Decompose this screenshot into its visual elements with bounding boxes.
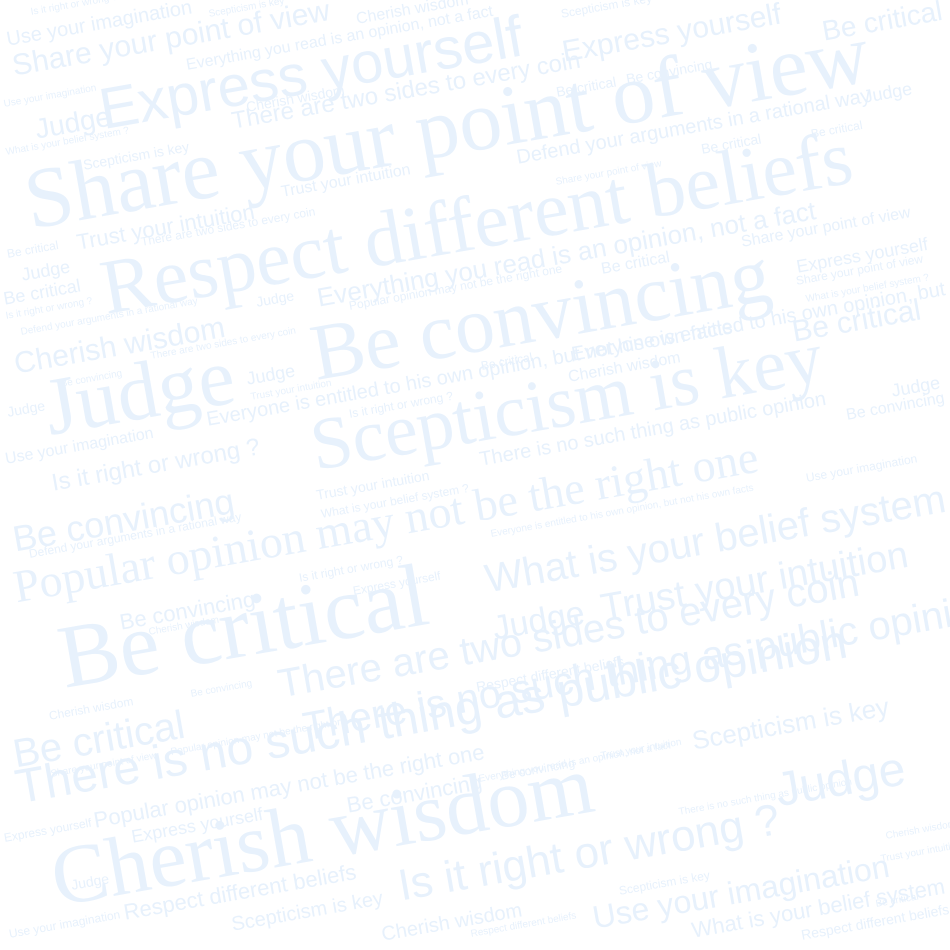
word-trust-intuition-small-5: Trust your intuition — [879, 839, 950, 865]
word-scepticism-small-3: Scepticism is key — [559, 0, 653, 21]
word-scepticism-is-key-medium: Scepticism is key — [689, 691, 892, 756]
word-use-imagination-small-3: Use your imagination — [804, 451, 919, 485]
word-cherish-wisdom-small-5: Cherish wisdom — [884, 818, 950, 842]
word-be-critical-small-2: Be critical — [5, 237, 60, 261]
word-judge-small-3: Judge — [244, 360, 297, 389]
word-be-critical-medium: Be critical — [819, 0, 945, 47]
word-judge-small-4: Judge — [5, 397, 47, 420]
